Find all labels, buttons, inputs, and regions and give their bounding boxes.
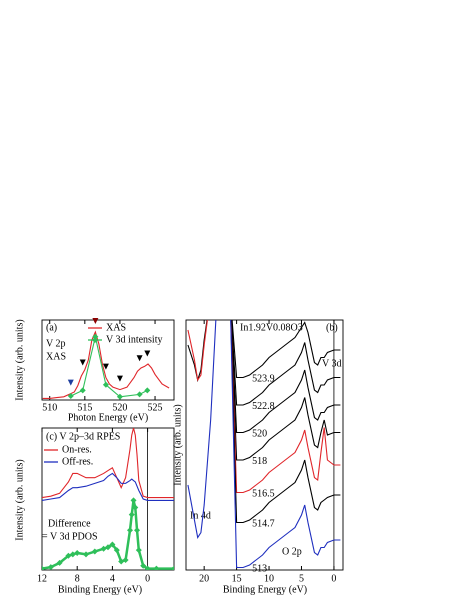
data-point: [47, 564, 54, 570]
excitation-arrow: [136, 355, 143, 362]
x-tick-label: 0: [145, 573, 150, 584]
x-tick-label: 15: [232, 573, 242, 584]
x-tick-label: 520: [112, 402, 127, 413]
series-label: 523.9: [252, 373, 274, 384]
plot-frame: [41, 427, 175, 571]
data-point: [144, 387, 151, 394]
annotation: O 2p: [282, 546, 302, 557]
data-point: [109, 541, 116, 548]
series-label: 522.8: [252, 401, 274, 412]
excitation-arrow: [67, 379, 74, 386]
data-point: [113, 547, 120, 554]
data-point: [132, 504, 139, 511]
x-tick-label: 0: [331, 573, 336, 584]
data-point: [136, 391, 143, 398]
data-point: [122, 557, 129, 564]
series-line: [70, 336, 148, 398]
data-point: [56, 559, 63, 566]
x-tick-label: 515: [77, 402, 92, 413]
series-line: [231, 320, 341, 406]
panel-label: (c) V 2p–3d RPES: [46, 431, 120, 442]
data-point: [91, 548, 98, 555]
series-line: [187, 320, 341, 383]
data-point: [83, 551, 89, 558]
panel-label: (a): [46, 322, 57, 333]
data-point: [135, 547, 142, 554]
plot-area: [42, 428, 174, 570]
series-line: [187, 320, 341, 569]
data-point: [130, 497, 137, 504]
x-axis-label: Photon Energy (eV): [68, 412, 148, 423]
annotation: In 4d: [190, 510, 211, 521]
plot-frame: [41, 319, 175, 401]
annotation: Difference: [48, 518, 91, 529]
plot-area: [42, 330, 170, 400]
series-line: [230, 320, 341, 434]
plot-frame: [185, 319, 344, 571]
legend-marker: [92, 337, 98, 343]
series-line: [187, 320, 341, 494]
x-tick-label: 4: [110, 573, 115, 584]
data-point: [140, 562, 147, 569]
data-point: [153, 565, 160, 570]
data-point: [105, 544, 111, 551]
excitation-arrow: [92, 318, 99, 324]
excitation-arrow: [102, 363, 109, 370]
data-point: [79, 387, 86, 394]
series-label: 520: [252, 428, 267, 439]
data-point: [144, 565, 151, 570]
data-point: [134, 527, 141, 534]
series-line: [42, 330, 170, 399]
data-point: [128, 511, 135, 518]
x-tick-label: 525: [148, 402, 163, 413]
chart-title: In1.92V0.08O3: [240, 322, 303, 333]
data-point: [74, 549, 81, 556]
x-tick-label: 10: [264, 573, 274, 584]
x-tick-label: 8: [75, 573, 80, 584]
x-tick-label: 12: [37, 573, 47, 584]
annotation: V 2p: [46, 338, 66, 349]
x-tick-label: 20: [199, 573, 209, 584]
x-axis-label: Binding Energy (eV): [58, 584, 142, 595]
plot-area: [187, 320, 341, 569]
excitation-arrow: [144, 350, 151, 357]
x-axis-label: Binding Energy (eV): [223, 584, 307, 595]
series-line: [230, 320, 341, 524]
series-line: [42, 428, 174, 499]
y-axis-label: Intensity (arb. units): [14, 319, 25, 400]
annotation: V 3d: [322, 358, 342, 369]
legend-label: XAS: [106, 322, 126, 333]
data-point: [67, 393, 74, 399]
data-point: [116, 393, 123, 400]
x-tick-label: 5: [299, 573, 304, 584]
y-axis-label: Intensity (arb. units): [14, 459, 25, 540]
legend-label: On-res.: [62, 444, 92, 455]
legend-label: Off-res.: [62, 456, 93, 467]
data-point: [127, 527, 133, 534]
series-label: 518: [252, 456, 267, 467]
series-line: [42, 472, 174, 501]
data-point: [171, 565, 174, 570]
series-line: [230, 320, 341, 461]
data-point: [102, 381, 109, 388]
data-point: [42, 565, 45, 570]
series-label: 514.7: [252, 518, 274, 529]
annotation: = V 3d PDOS: [42, 531, 98, 542]
series-label: 516.5: [252, 488, 274, 499]
panel-label: (b): [326, 322, 338, 333]
y-axis-label: Intensity (arb. units): [172, 404, 183, 485]
excitation-arrow: [116, 375, 123, 382]
excitation-arrow: [79, 359, 86, 366]
series-label: 513: [252, 563, 267, 574]
annotation: XAS: [46, 351, 66, 362]
x-tick-label: 510: [42, 402, 57, 413]
legend-label: V 3d intensity: [106, 334, 162, 345]
